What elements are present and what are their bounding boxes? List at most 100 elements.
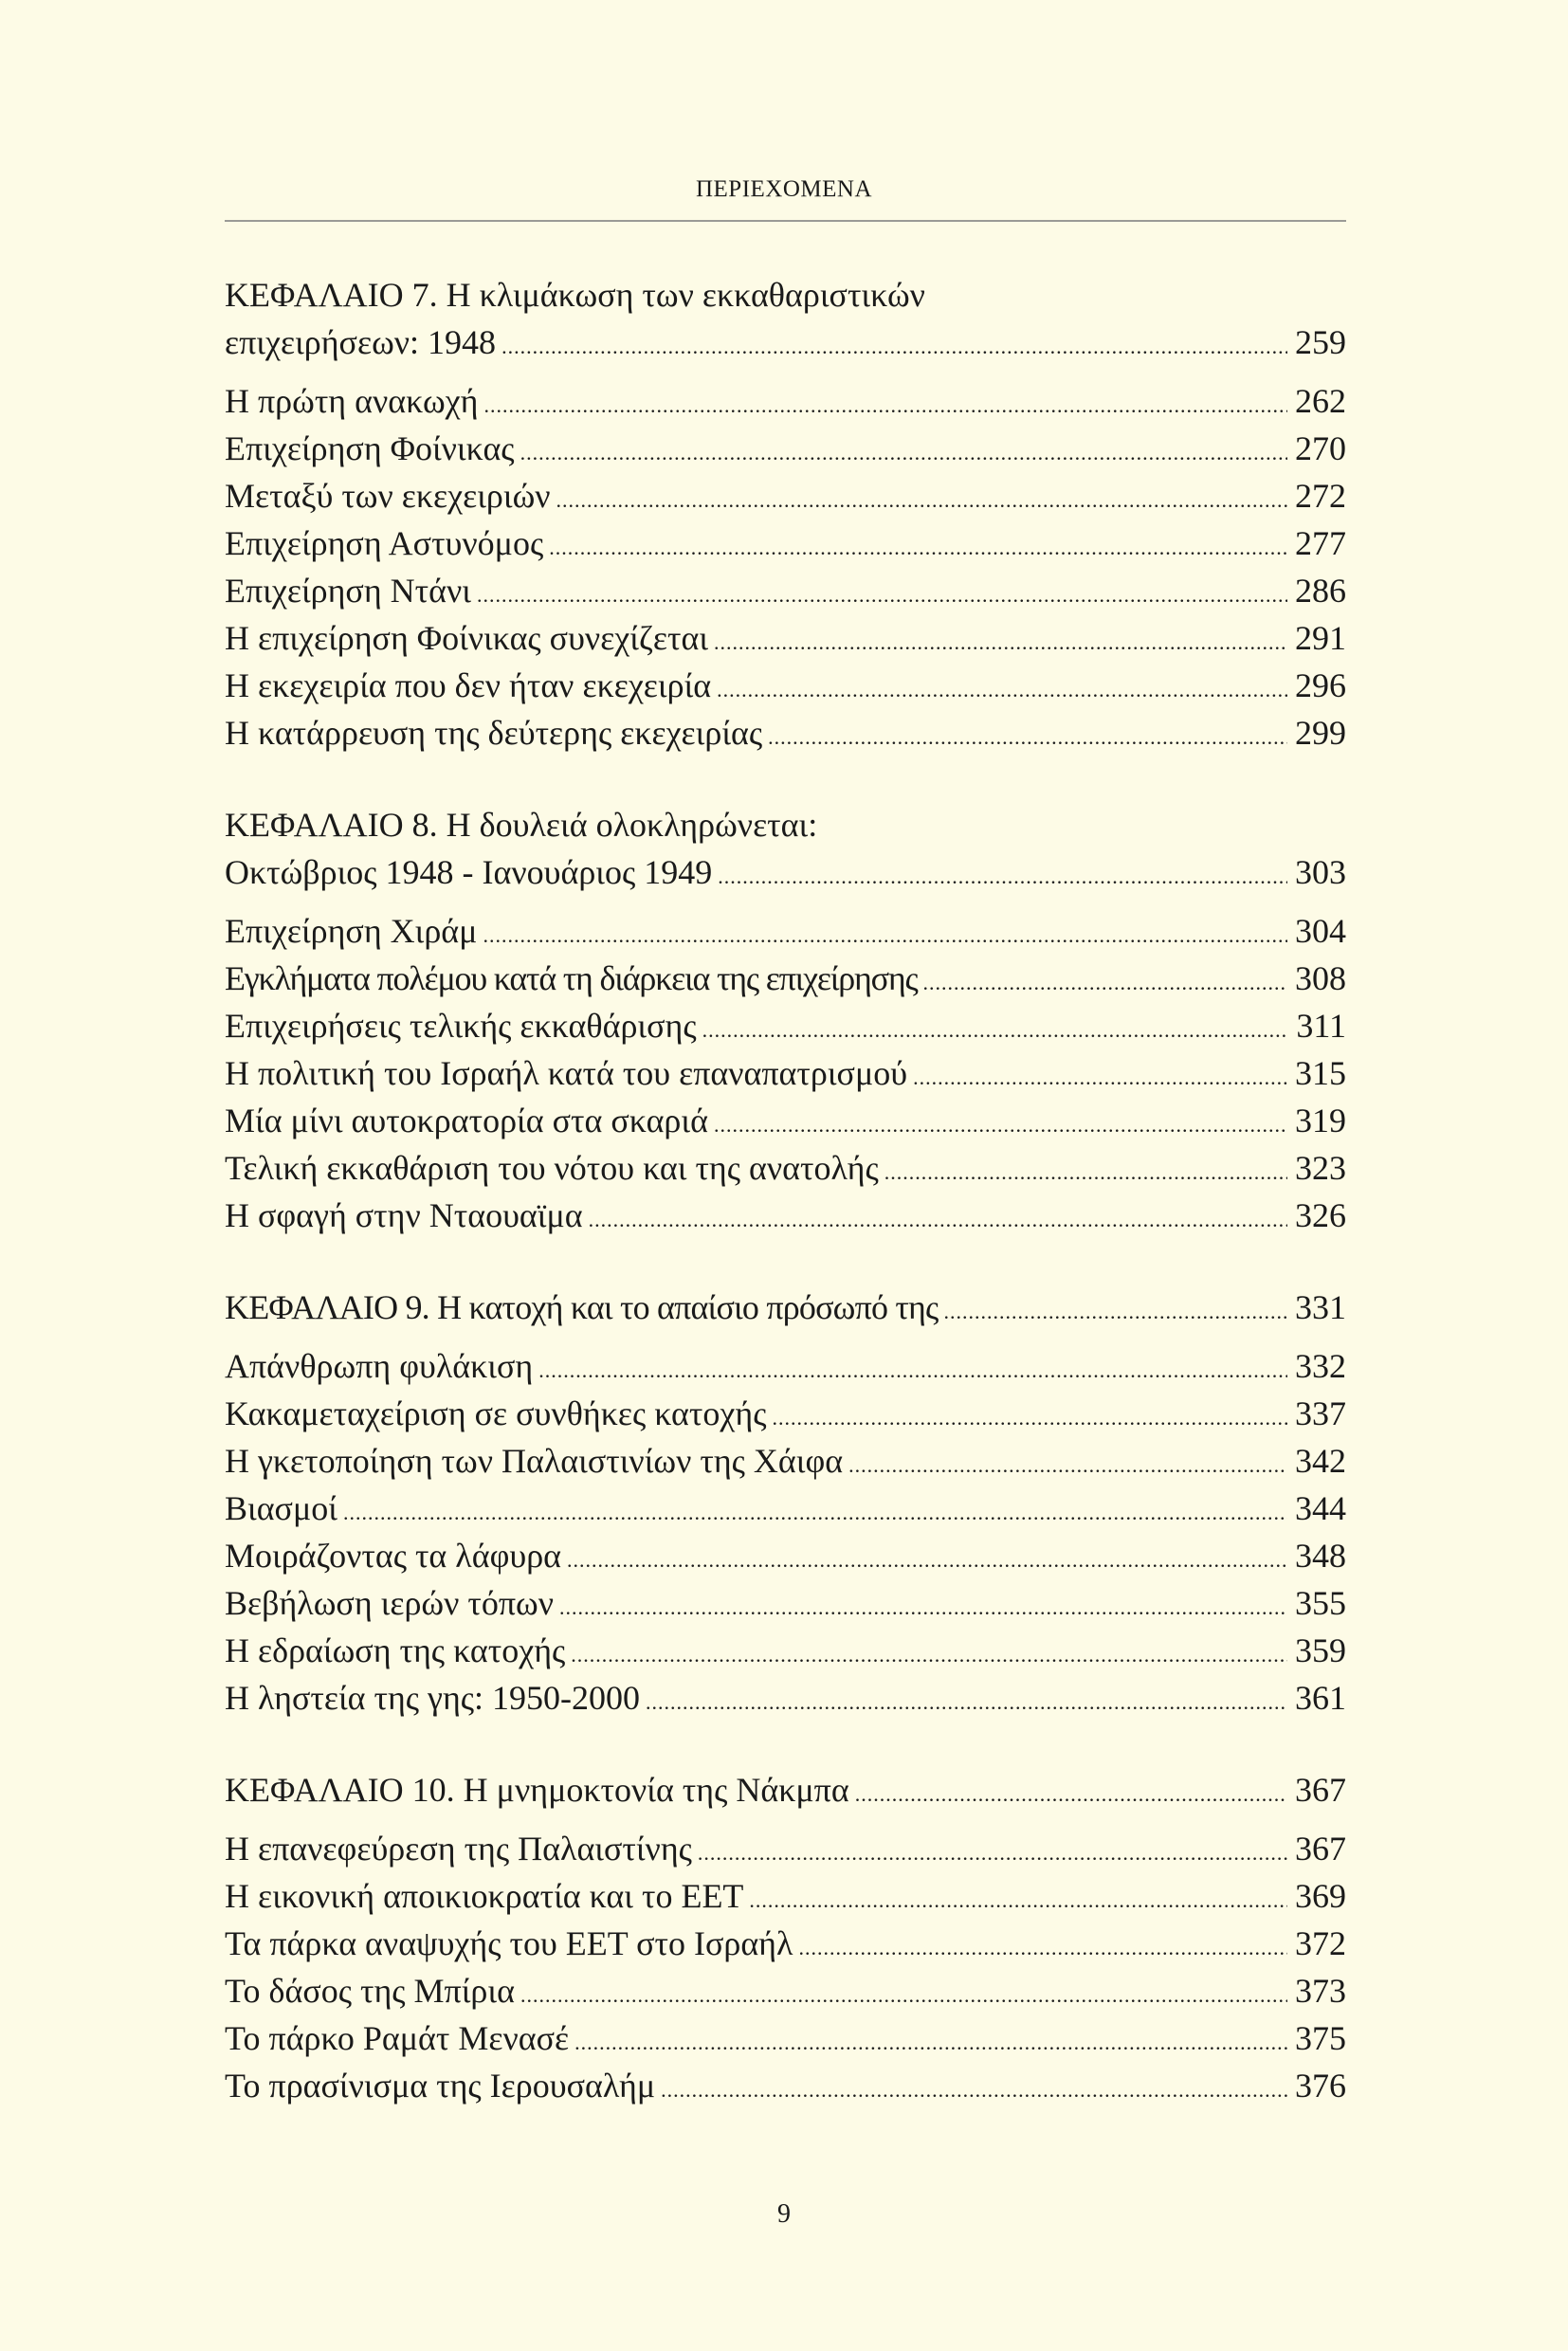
dot-leader [589,1196,1287,1244]
entry-title: Επιχείρηση Φοίνικας [225,429,515,467]
toc-entry: Επιχείρηση Χιράμ 304 [225,907,1346,955]
dot-leader [483,382,1287,429]
dot-leader [923,959,1287,1007]
chapter-page: 331 [1295,1288,1346,1326]
toc-entry: Η γκετοποίηση των Παλαιστινίων της Χάιφα… [225,1437,1346,1485]
toc-entry: Η εκεχειρία που δεν ήταν εκεχειρία 296 [225,662,1346,709]
entry-page: 372 [1295,1924,1346,1962]
dot-leader [855,1771,1287,1818]
entry-page: 286 [1295,572,1346,610]
dot-leader [944,1288,1287,1336]
entry-page: 296 [1295,666,1346,704]
entry-page: 272 [1295,477,1346,515]
entry-page: 342 [1295,1442,1346,1480]
running-header: ΠΕΡΙΕΧΟΜΕΝΑ [695,176,873,202]
entry-page: 299 [1295,714,1346,752]
toc-entry: Απάνθρωπη φυλάκιση 332 [225,1342,1346,1390]
entry-page: 277 [1295,524,1346,562]
toc-entry: Τα πάρκα αναψυχής του ΕΕΤ στο Ισραήλ 372 [225,1920,1346,1967]
chapter-page: 367 [1295,1771,1346,1809]
entry-title: Απάνθρωπη φυλάκιση [225,1347,534,1385]
dot-leader [848,1442,1287,1489]
entry-page: 291 [1295,619,1346,657]
toc-entry: Η πολιτική του Ισραήλ κατά του επαναπατρ… [225,1049,1346,1097]
page-number: 9 [777,2199,791,2229]
toc-entry: Επιχείρηση Ντάνι 286 [225,567,1346,614]
dot-leader [483,912,1287,959]
chapter-title: ΚΕΦΑΛΑΙΟ 7. Η κλιμάκωση των εκκαθαριστικ… [225,276,925,314]
toc-entry: Η πρώτη ανακωχή 262 [225,377,1346,425]
entry-page: 355 [1295,1584,1346,1622]
chapter-title-row: επιχειρήσεων: 1948 259 [225,319,1346,366]
dot-leader [702,1007,1287,1054]
dot-leader [717,666,1287,714]
dot-leader [798,1924,1287,1972]
dot-leader [559,1584,1287,1631]
entry-page: 270 [1295,429,1346,467]
entry-title: Η σφαγή στην Νταουαϊμα [225,1196,583,1234]
toc-entry: Η ληστεία της γης: 1950-2000 361 [225,1674,1346,1722]
dot-leader [718,853,1287,901]
dot-leader [520,429,1287,477]
entry-page: 262 [1295,382,1346,420]
toc-entry: Επιχείρηση Αστυνόμος 277 [225,519,1346,567]
toc-entry: Μεταξύ των εκεχειριών 272 [225,472,1346,519]
entry-title: Η εκεχειρία που δεν ήταν εκεχειρία [225,666,712,704]
entry-title: Η εδραίωση της κατοχής [225,1631,566,1669]
dot-leader [714,619,1287,666]
entry-page: 304 [1295,912,1346,950]
dot-leader [501,323,1287,371]
entry-page: 323 [1295,1149,1346,1187]
entry-page: 348 [1295,1537,1346,1575]
toc-entry: Η εικονική αποικιοκρατία και το ΕΕΤ 369 [225,1872,1346,1920]
toc-entry: Εγκλήματα πολέμου κατά τη διάρκεια της ε… [225,955,1346,1002]
entry-page: 319 [1295,1102,1346,1139]
entry-page: 359 [1295,1631,1346,1669]
chapter-title: ΚΕΦΑΛΑΙΟ 8. Η δουλειά ολοκληρώνεται: [225,806,818,844]
chapter-page: 303 [1295,853,1346,891]
entry-title: Το πρασίνισμα της Ιερουσαλήμ [225,2067,656,2105]
chapter-title-row: Οκτώβριος 1948 - Ιανουάριος 1949 303 [225,848,1346,896]
toc-entry: Η εδραίωση της κατοχής 359 [225,1627,1346,1674]
dot-leader [556,477,1287,524]
chapter-title-row: ΚΕΦΑΛΑΙΟ 10. Η μνημοκτονία της Νάκμπα 367 [225,1766,1346,1813]
toc-entry: Τελική εκκαθάριση του νότου και της ανατ… [225,1144,1346,1192]
toc-entry: Η σφαγή στην Νταουαϊμα 326 [225,1192,1346,1239]
entry-title: Τελική εκκαθάριση του νότου και της ανατ… [225,1149,879,1187]
dot-leader [574,2019,1287,2067]
entry-title: Τα πάρκα αναψυχής του ΕΕΤ στο Ισραήλ [225,1924,793,1962]
chapter-title-cont: επιχειρήσεων: 1948 [225,323,497,361]
dot-leader [520,1972,1287,2019]
entry-title: Η πρώτη ανακωχή [225,382,479,420]
chapter-title: ΚΕΦΑΛΑΙΟ 10. Η μνημοκτονία της Νάκμπα [225,1771,849,1809]
entry-title: Επιχείρηση Αστυνόμος [225,524,544,562]
entry-page: 376 [1295,2067,1346,2105]
dot-leader [567,1537,1287,1584]
dot-leader [549,524,1287,572]
toc-entry: Βιασμοί 344 [225,1485,1346,1532]
entry-page: 337 [1295,1394,1346,1432]
dot-leader [913,1054,1287,1102]
toc-entry: Βεβήλωση ιερών τόπων 355 [225,1579,1346,1627]
toc-entry: Η επιχείρηση Φοίνικας συνεχίζεται 291 [225,614,1346,662]
entry-title: Επιχειρήσεις τελικής εκκαθάρισης [225,1007,697,1045]
entry-title: Η επιχείρηση Φοίνικας συνεχίζεται [225,619,709,657]
chapter-page: 259 [1295,323,1346,361]
toc-entry: Κακαμεταχείριση σε συνθήκες κατοχής 337 [225,1390,1346,1437]
dot-leader [768,714,1287,761]
entry-page: 308 [1295,959,1346,997]
entry-page: 315 [1295,1054,1346,1092]
toc-entry: Μία μίνι αυτοκρατορία στα σκαριά 319 [225,1097,1346,1144]
entry-title: Μία μίνι αυτοκρατορία στα σκαριά [225,1102,708,1139]
entry-title: Η πολιτική του Ισραήλ κατά του επαναπατρ… [225,1054,908,1092]
dot-leader [714,1102,1287,1149]
entry-page: 369 [1295,1877,1346,1915]
entry-page: 344 [1295,1489,1346,1527]
entry-title: Κακαμεταχείριση σε συνθήκες κατοχής [225,1394,767,1432]
entry-title: Η γκετοποίηση των Παλαιστινίων της Χάιφα [225,1442,844,1480]
entry-title: Το δάσος της Μπίρια [225,1972,515,2010]
entry-title: Βιασμοί [225,1489,337,1527]
chapter-7: ΚΕΦΑΛΑΙΟ 7. Η κλιμάκωση των εκκαθαριστικ… [225,271,1346,756]
chapter-title-cont: Οκτώβριος 1948 - Ιανουάριος 1949 [225,853,713,891]
chapter-title: ΚΕΦΑΛΑΙΟ 9. Η κατοχή και το απαίσιο πρόσ… [225,1288,939,1326]
